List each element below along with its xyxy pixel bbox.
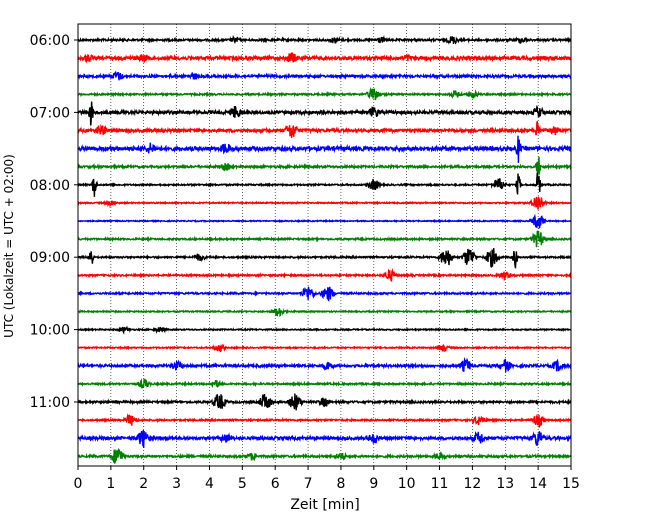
plot-frame <box>77 23 572 467</box>
trace-1015 <box>77 343 572 353</box>
trace-0715 <box>77 121 572 139</box>
trace-0845 <box>77 230 572 248</box>
trace-0730 <box>77 135 572 163</box>
trace-1130 <box>77 429 572 449</box>
trace-0700 <box>77 101 572 126</box>
trace-0645 <box>77 86 572 101</box>
x-tick-label: 12 <box>463 476 481 492</box>
trace-1145 <box>77 448 572 464</box>
x-tick-label: 4 <box>205 476 214 492</box>
x-tick-label: 9 <box>369 476 378 492</box>
y-tick-label: 11:00 <box>30 395 70 411</box>
trace-1115 <box>77 413 572 429</box>
trace-1045 <box>77 378 572 389</box>
trace-0600 <box>77 35 572 45</box>
x-tick-label: 5 <box>238 476 247 492</box>
trace-0900 <box>77 248 572 269</box>
x-axis-ticks: 0 1 2 3 4 5 6 7 8 9 10 11 12 13 14 15 <box>74 466 580 492</box>
x-tick-label: 8 <box>336 476 345 492</box>
y-tick-label: 09:00 <box>30 250 70 266</box>
seismogram-traces <box>77 35 572 464</box>
trace-1100 <box>77 393 572 411</box>
x-tick-label: 2 <box>139 476 148 492</box>
trace-0615 <box>77 52 572 64</box>
x-tick-label: 3 <box>172 476 181 492</box>
x-tick-label: 7 <box>304 476 313 492</box>
x-tick-label: 13 <box>496 476 514 492</box>
x-axis-title: Zeit [min] <box>290 497 359 513</box>
x-tick-label: 6 <box>271 476 280 492</box>
y-tick-label: 06:00 <box>30 33 70 49</box>
trace-0830 <box>77 213 572 230</box>
trace-0815 <box>77 196 572 210</box>
y-tick-label: 10:00 <box>30 323 70 339</box>
y-tick-label: 07:00 <box>30 105 70 121</box>
x-tick-label: 15 <box>562 476 580 492</box>
trace-0930 <box>77 286 572 302</box>
x-tick-label: 10 <box>398 476 416 492</box>
x-tick-label: 11 <box>431 476 449 492</box>
trace-0745 <box>77 156 572 175</box>
y-tick-label: 08:00 <box>30 178 70 194</box>
x-tick-label: 14 <box>529 476 547 492</box>
x-tick-label: 0 <box>74 476 83 492</box>
trace-1030 <box>77 356 572 373</box>
trace-0630 <box>77 70 572 81</box>
trace-0915 <box>77 268 572 283</box>
y-axis-ticks: 06:00 07:00 08:00 09:00 10:00 11:00 <box>30 33 78 411</box>
trace-0800 <box>77 172 572 197</box>
y-axis-title: UTC (Lokalzeit = UTC + 02:00) <box>2 154 16 338</box>
trace-1000 <box>77 325 572 335</box>
trace-0945 <box>77 308 572 318</box>
x-tick-label: 1 <box>106 476 115 492</box>
